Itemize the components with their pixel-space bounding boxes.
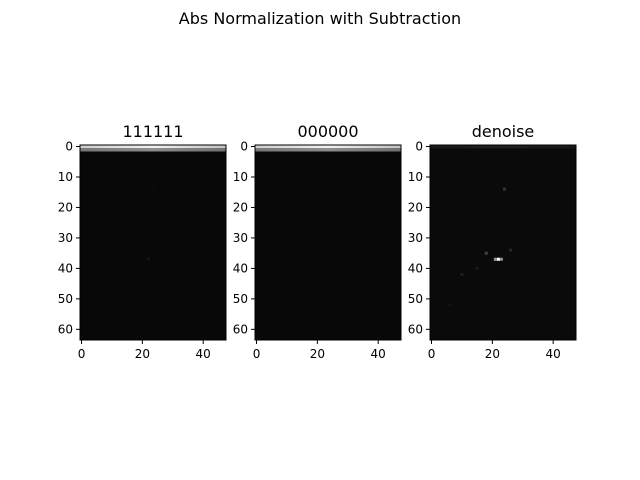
heatmap-background (80, 145, 226, 340)
y-tick-label: 0 (240, 140, 248, 154)
y-tick-label: 60 (233, 322, 248, 336)
y-tick-label: 10 (58, 170, 73, 184)
y-tick-label: 10 (408, 170, 423, 184)
y-tick-label: 40 (58, 261, 73, 275)
axes-frame (79, 144, 227, 341)
y-tick-label: 40 (233, 261, 248, 275)
heatmap-cell (146, 257, 150, 261)
x-tick-label: 20 (485, 347, 500, 361)
x-tick-label: 40 (196, 347, 211, 361)
y-tick-label: 20 (58, 200, 73, 214)
x-tick-label: 40 (546, 347, 561, 361)
axes-frame (254, 144, 402, 341)
heatmap-cell (328, 187, 332, 191)
y-tick-label: 50 (408, 292, 423, 306)
heatmap-cell (460, 272, 464, 277)
panel-title: denoise (472, 122, 535, 141)
y-tick-label: 60 (58, 322, 73, 336)
heatmap-cell (509, 248, 513, 252)
y-tick-label: 20 (233, 200, 248, 214)
y-tick-label: 10 (233, 170, 248, 184)
heatmap-bright-row (430, 145, 576, 149)
x-tick-label: 40 (371, 347, 386, 361)
y-tick-label: 0 (65, 140, 73, 154)
axes-frame (429, 144, 577, 341)
heatmap-bright-row (255, 148, 401, 152)
panel-title: 111111 (122, 122, 183, 141)
x-tick-label: 0 (78, 347, 86, 361)
heatmap-cell (496, 257, 500, 261)
x-tick-label: 20 (310, 347, 325, 361)
heatmap-cell (503, 187, 507, 191)
y-tick-label: 30 (58, 231, 73, 245)
heatmap-cell (153, 187, 157, 191)
y-tick-label: 30 (233, 231, 248, 245)
heatmap-bright-row (255, 145, 401, 149)
figure-title: Abs Normalization with Subtraction (179, 9, 461, 28)
x-tick-label: 0 (253, 347, 261, 361)
y-tick-label: 50 (233, 292, 248, 306)
y-tick-label: 40 (408, 261, 423, 275)
y-tick-label: 0 (415, 140, 423, 154)
heatmap-bright-row (80, 145, 226, 149)
y-tick-label: 20 (408, 200, 423, 214)
panel-title: 000000 (297, 122, 358, 141)
heatmap-panel-3: denoise 0 20 40 0 10 20 30 40 50 60 (408, 122, 577, 361)
heatmap-cell (484, 251, 488, 255)
y-tick-label: 60 (408, 322, 423, 336)
heatmap-panel-1: 111111 0 20 40 0 10 20 30 40 50 60 (58, 122, 227, 361)
y-tick-label: 50 (58, 292, 73, 306)
heatmap-cell (499, 257, 503, 261)
y-tick-label: 30 (408, 231, 423, 245)
heatmap-background (430, 145, 576, 340)
heatmap-cell (448, 303, 452, 307)
heatmap-bright-row (80, 148, 226, 152)
x-tick-label: 20 (135, 347, 150, 361)
heatmap-background (255, 145, 401, 340)
heatmap-cell (493, 257, 497, 261)
x-tick-label: 0 (428, 347, 436, 361)
heatmap-cell (475, 266, 479, 270)
